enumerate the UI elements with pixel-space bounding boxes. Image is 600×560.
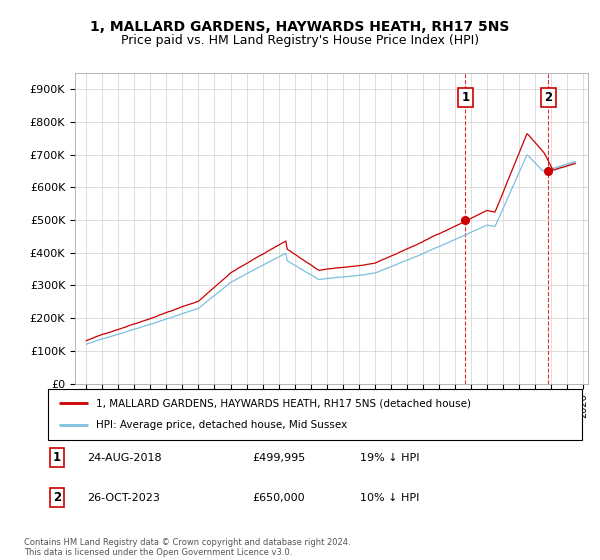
Text: 1: 1 <box>461 91 469 104</box>
Text: 26-OCT-2023: 26-OCT-2023 <box>87 493 160 503</box>
Text: 2: 2 <box>53 491 61 505</box>
Text: HPI: Average price, detached house, Mid Sussex: HPI: Average price, detached house, Mid … <box>96 421 347 431</box>
Text: 1: 1 <box>53 451 61 464</box>
FancyBboxPatch shape <box>48 389 582 440</box>
Text: 19% ↓ HPI: 19% ↓ HPI <box>360 453 419 463</box>
Text: 1, MALLARD GARDENS, HAYWARDS HEATH, RH17 5NS (detached house): 1, MALLARD GARDENS, HAYWARDS HEATH, RH17… <box>96 398 471 408</box>
Text: 24-AUG-2018: 24-AUG-2018 <box>87 453 161 463</box>
Text: Contains HM Land Registry data © Crown copyright and database right 2024.
This d: Contains HM Land Registry data © Crown c… <box>24 538 350 557</box>
Text: 10% ↓ HPI: 10% ↓ HPI <box>360 493 419 503</box>
Text: 1, MALLARD GARDENS, HAYWARDS HEATH, RH17 5NS: 1, MALLARD GARDENS, HAYWARDS HEATH, RH17… <box>91 20 509 34</box>
Text: £499,995: £499,995 <box>252 453 305 463</box>
Text: 2: 2 <box>544 91 553 104</box>
Text: £650,000: £650,000 <box>252 493 305 503</box>
Text: Price paid vs. HM Land Registry's House Price Index (HPI): Price paid vs. HM Land Registry's House … <box>121 34 479 46</box>
